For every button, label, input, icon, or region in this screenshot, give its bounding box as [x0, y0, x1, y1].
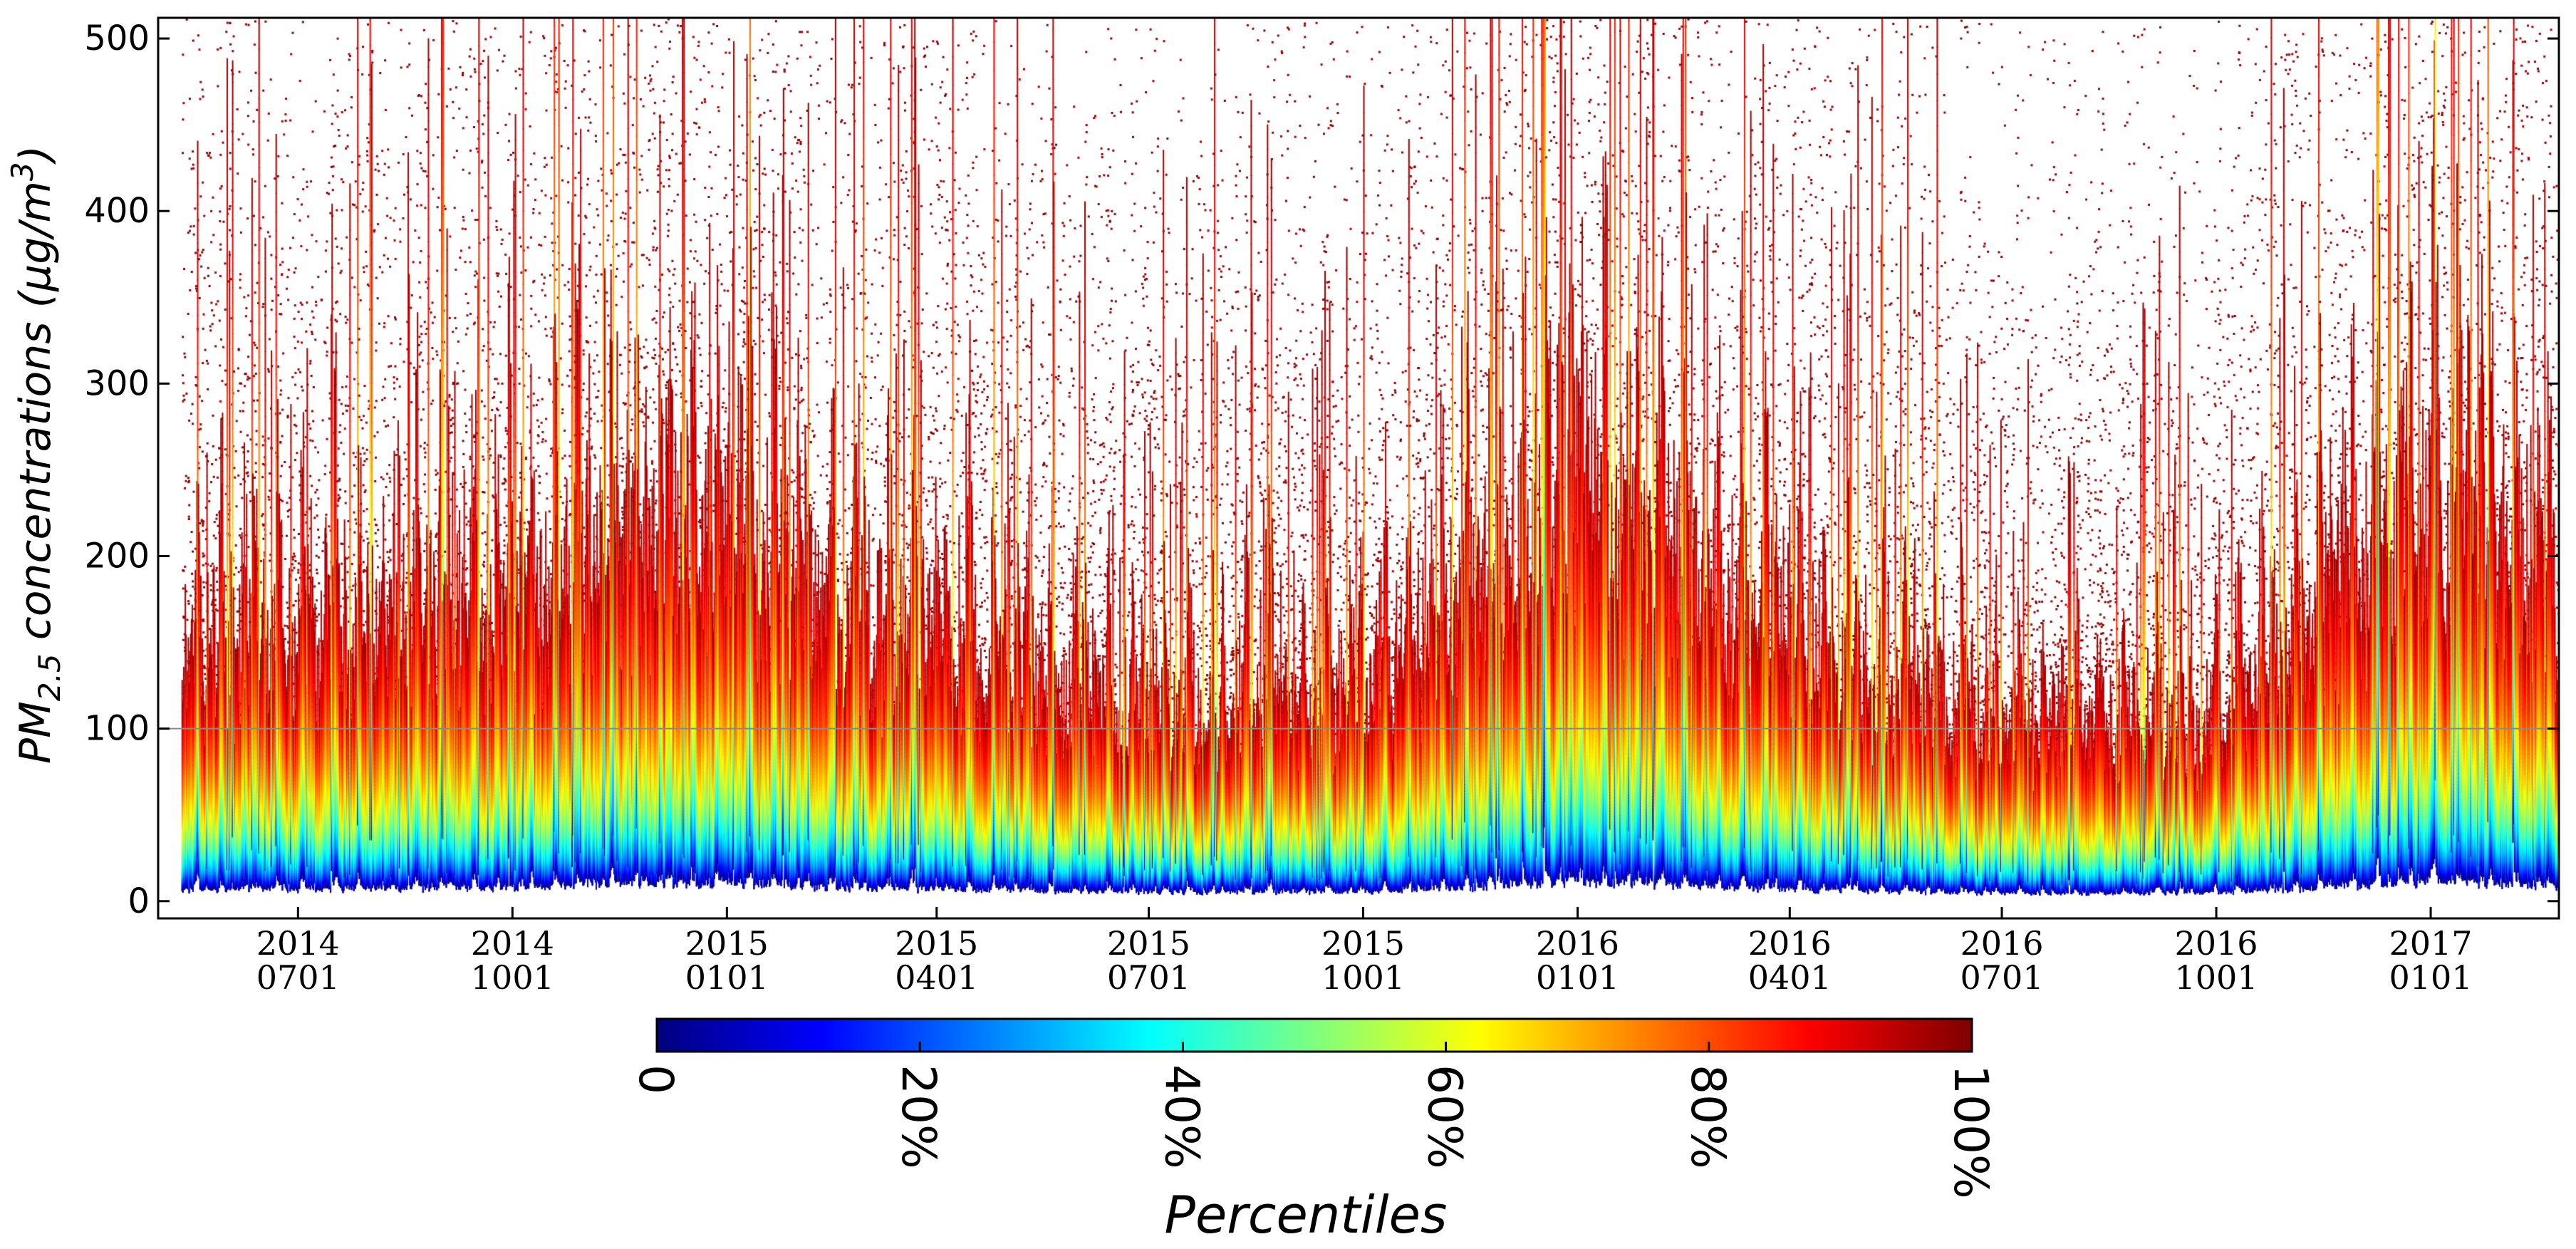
x-tick-label-date: 0701: [256, 958, 340, 997]
colorbar-title: Percentiles: [1165, 1185, 1448, 1245]
x-tick-label-date: 0101: [1536, 958, 1619, 997]
x-tick-label-date: 1001: [1321, 958, 1405, 997]
y-tick-labels: 0 100 200 300 400 500: [84, 19, 150, 921]
x-tick-label-date: 1001: [2174, 958, 2258, 997]
y-tick-label: 400: [84, 191, 150, 231]
colorbar-tick-label: 0: [628, 1064, 683, 1094]
x-tick-label-date: 1001: [471, 958, 554, 997]
plot-frame: [157, 16, 2560, 920]
x-tick-label-year: 2014: [256, 924, 340, 963]
x-tick-label-date: 0401: [895, 958, 978, 997]
x-tick-label-year: 2015: [895, 924, 978, 963]
colorbar-tick-label: 80%: [1681, 1064, 1735, 1169]
y-tick-label: 300: [84, 363, 150, 403]
y-ticks: [158, 37, 2559, 903]
x-tick-labels: 2014070120141001201501012015040120150701…: [256, 924, 2473, 997]
x-tick-label-year: 2015: [685, 924, 769, 963]
colorbar-ticks: [655, 1042, 1973, 1052]
x-tick-label-date: 0701: [1107, 958, 1190, 997]
y-axis-label: PM2.5 concentrations (μg/m3): [5, 145, 67, 764]
colorbar-tick-label: 60%: [1418, 1064, 1473, 1169]
colorbar-tick-label: 40%: [1154, 1064, 1209, 1169]
y-tick-label: 200: [84, 536, 150, 576]
y-tick-label: 500: [84, 19, 150, 58]
x-tick-label-year: 2016: [2174, 924, 2258, 963]
x-tick-label-year: 2016: [1748, 924, 1832, 963]
x-tick-label-year: 2016: [1960, 924, 2043, 963]
x-tick-label-year: 2015: [1321, 924, 1405, 963]
colorbar-tick-label: 20%: [891, 1064, 946, 1169]
x-tick-label-year: 2016: [1536, 924, 1619, 963]
y-tick-label: 100: [84, 709, 150, 749]
colorbar-tick-label: 100%: [1943, 1064, 1998, 1199]
colorbar-tick-labels: 0 20% 40% 60% 80% 100%: [628, 1064, 1998, 1199]
x-ticks: [296, 907, 2432, 918]
x-tick-label-year: 2015: [1107, 924, 1190, 963]
y-tick-label: 0: [128, 881, 150, 921]
x-tick-label-date: 0101: [2389, 958, 2473, 997]
x-tick-label-year: 2017: [2389, 924, 2473, 963]
colorbar: [655, 1017, 1973, 1053]
x-tick-label-date: 0401: [1748, 958, 1832, 997]
x-tick-label-date: 0101: [685, 958, 769, 997]
percentile-scatter-density: [158, 18, 2559, 918]
x-tick-label-year: 2014: [471, 924, 554, 963]
x-tick-label-date: 0701: [1960, 958, 2043, 997]
